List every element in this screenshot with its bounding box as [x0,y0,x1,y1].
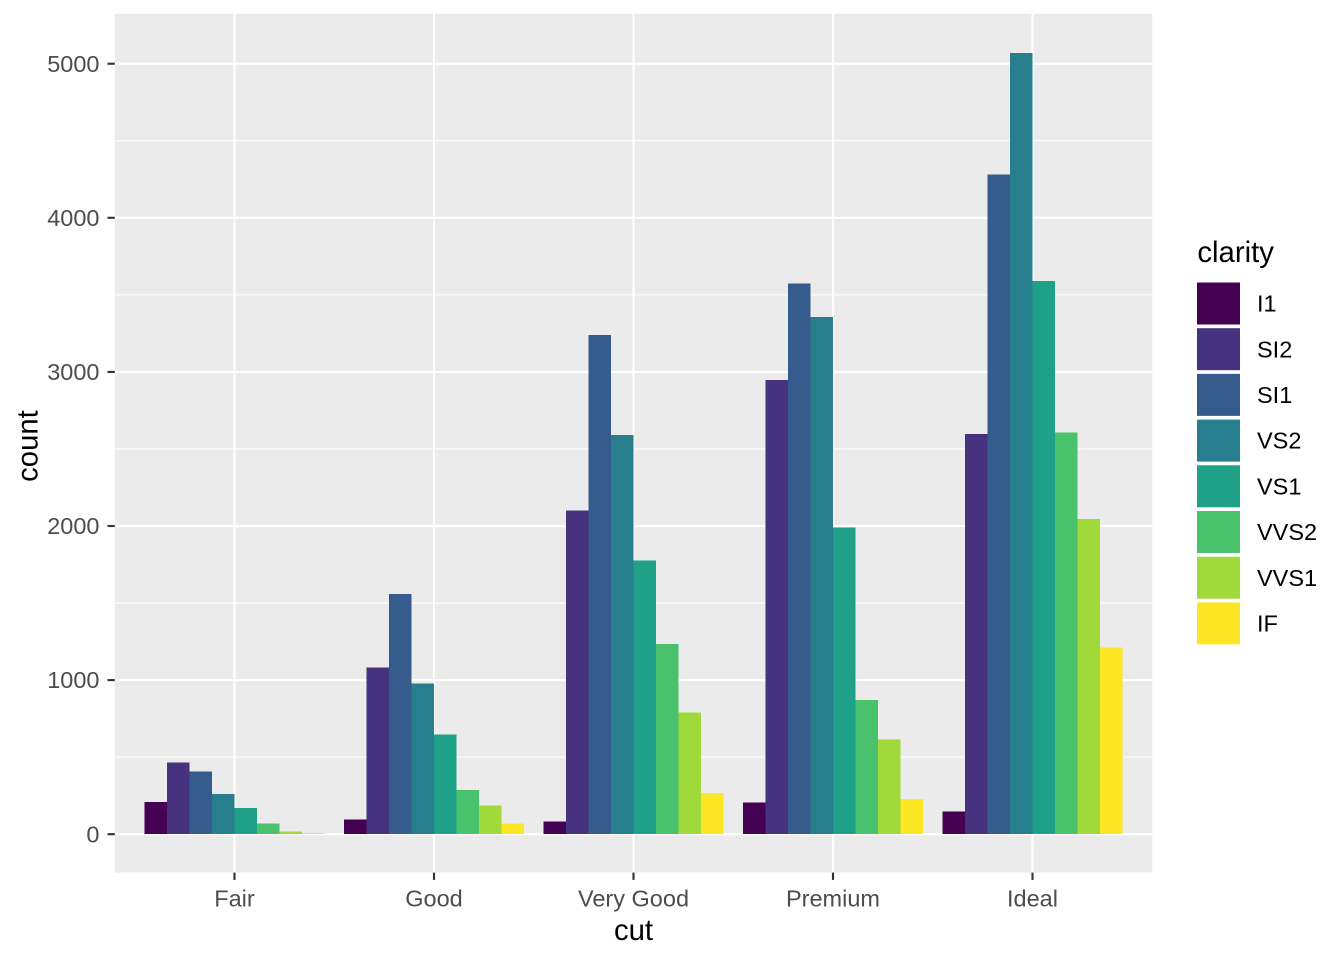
svg-text:SI2: SI2 [1257,336,1292,362]
svg-text:clarity: clarity [1197,236,1274,269]
svg-text:5000: 5000 [47,51,99,77]
svg-text:SI1: SI1 [1257,382,1292,408]
svg-text:0: 0 [86,821,99,847]
svg-text:2000: 2000 [47,513,99,539]
svg-text:VVS2: VVS2 [1257,519,1317,545]
svg-text:Good: Good [405,886,463,912]
svg-text:count: count [12,410,45,482]
svg-text:Ideal: Ideal [1007,886,1058,912]
svg-text:VS2: VS2 [1257,428,1301,454]
svg-text:4000: 4000 [47,205,99,231]
svg-text:VS1: VS1 [1257,473,1301,499]
svg-text:Premium: Premium [786,886,880,912]
svg-text:VVS1: VVS1 [1257,565,1317,591]
svg-text:1000: 1000 [47,667,99,693]
svg-text:cut: cut [614,914,653,947]
svg-text:Fair: Fair [214,886,255,912]
svg-text:Very Good: Very Good [578,886,689,912]
svg-text:3000: 3000 [47,359,99,385]
svg-text:IF: IF [1257,611,1278,637]
svg-text:I1: I1 [1257,291,1277,317]
